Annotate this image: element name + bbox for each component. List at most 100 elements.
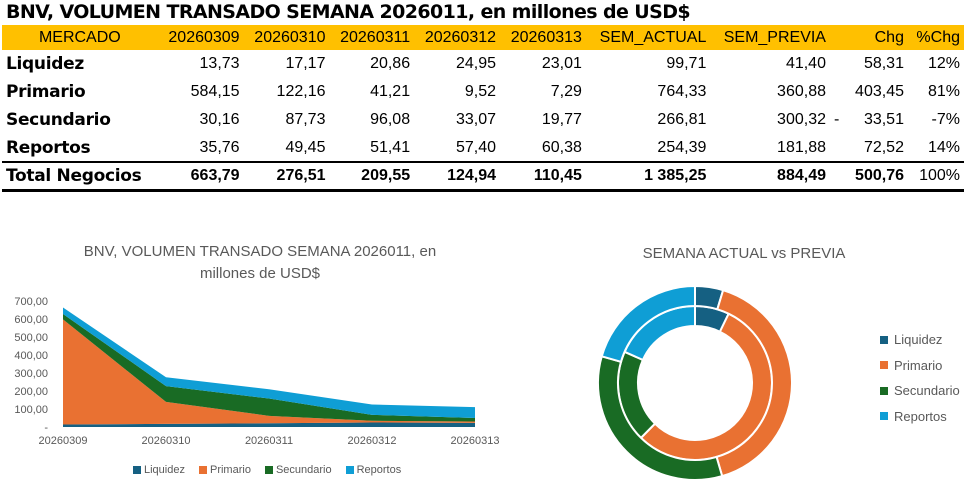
cell-chg: - 33,51	[830, 106, 908, 134]
cell-value: 57,40	[455, 138, 497, 156]
legend-swatch	[880, 335, 888, 344]
cell-chg: 403,45	[830, 78, 908, 106]
area-series-liquidez	[63, 422, 475, 427]
cell-value: 35,76	[199, 138, 240, 156]
cell-chg: 72,52	[830, 134, 908, 162]
legend-item-liquidez: Liquidez	[880, 327, 960, 353]
cell-value: 41,21	[370, 83, 411, 100]
chg-value: 72,52	[863, 138, 904, 156]
cell-value: 584,15	[190, 83, 240, 100]
cell-pct: 81%	[927, 83, 960, 100]
y-tick-label: 100,00	[14, 404, 48, 416]
donut-slice-sem_previa-reportos	[600, 284, 696, 364]
y-tick-label: 500,00	[14, 332, 48, 344]
legend-label: Liquidez	[144, 464, 185, 476]
legend-swatch	[880, 361, 888, 370]
col-header: 20260310	[243, 25, 330, 50]
cell-value: 209,55	[329, 161, 415, 192]
col-header: %Chg	[907, 25, 964, 50]
cell-pct: 100%	[907, 161, 964, 192]
legend-swatch	[133, 466, 141, 474]
legend-label: Secundario	[275, 464, 332, 476]
report-title: BNV, VOLUMEN TRANSADO SEMANA 2026011, en…	[6, 1, 691, 23]
cell-pct: 12%	[927, 55, 960, 72]
donut-chart	[597, 284, 793, 481]
cell-value: 17,17	[285, 55, 326, 72]
y-tick-label: -	[44, 422, 48, 434]
area-series-primario	[63, 319, 475, 425]
chg-value: 500,76	[855, 166, 904, 184]
y-tick-label: 700,00	[14, 296, 48, 308]
cell-value: 20,86	[370, 55, 411, 72]
area-chart-title: BNV, VOLUMEN TRANSADO SEMANA 2026011, en…	[83, 243, 437, 282]
row-label: Reportos	[6, 137, 91, 158]
row-label: Secundario	[6, 110, 111, 130]
cell-value: 7,29	[550, 83, 582, 100]
cell-value: 60,38	[541, 138, 582, 156]
legend-label: Primario	[209, 464, 251, 476]
y-tick-label: 200,00	[14, 386, 48, 398]
legend-swatch	[880, 412, 888, 421]
legend-item-secundario: Secundario	[880, 378, 960, 404]
col-header: Chg	[829, 25, 908, 50]
cell-value: 254,39	[657, 138, 707, 156]
chg-sign: -	[833, 111, 840, 128]
donut-chart-legend: Liquidez Primario Secundario Reportos	[880, 327, 960, 429]
col-header: 20260312	[414, 25, 501, 50]
legend-swatch	[345, 466, 354, 474]
table-row: Reportos 35,76 49,45 51,41 57,40 60,38 254,39 1…	[2, 134, 964, 162]
legend-swatch	[264, 466, 273, 474]
col-header: 20260309	[157, 25, 244, 50]
legend-item-secundario: Secundario	[264, 464, 332, 476]
cell-value: 124,94	[414, 161, 501, 192]
area-chart-legend: Liquidez Primario Secundario Reportos	[133, 464, 401, 476]
legend-label: Reportos	[894, 408, 947, 424]
cell-value: 51,41	[370, 138, 411, 156]
cell-value: 41,40	[785, 55, 826, 72]
donut-slice-sem_previa-secundario	[597, 355, 724, 481]
cell-value: 663,79	[157, 161, 244, 192]
x-tick-label: 20260311	[245, 435, 293, 447]
col-header: 20260311	[329, 25, 415, 50]
y-tick-label: 600,00	[14, 314, 48, 326]
row-label: Total Negocios	[2, 161, 158, 192]
cell-value: 99,71	[666, 55, 707, 72]
cell-value: 764,33	[657, 83, 707, 100]
col-header: MERCADO	[2, 25, 158, 50]
cell-value: 96,08	[370, 111, 411, 128]
cell-value: 49,45	[285, 138, 326, 156]
legend-swatch	[880, 386, 888, 395]
col-header: 20260313	[500, 25, 586, 50]
x-tick-label: 20260312	[348, 435, 397, 447]
cell-value: 122,16	[276, 83, 326, 100]
chg-value: 403,45	[855, 83, 904, 100]
cell-value: 181,88	[777, 138, 826, 156]
total-row: Total Negocios 663,79 276,51 209,55 124,94 11…	[2, 161, 964, 192]
cell-value: 33,07	[455, 111, 497, 128]
volume-table: MERCADO 20260309 20260310 20260311 20260…	[2, 25, 964, 192]
x-tick-label: 20260313	[451, 435, 500, 447]
cell-value: 300,32	[777, 111, 826, 128]
legend-label: Primario	[894, 357, 943, 373]
cell-value: 276,51	[243, 161, 330, 192]
legend-item-primario: Primario	[880, 353, 960, 379]
legend-item-reportos: Reportos	[345, 464, 401, 476]
x-tick-label: 20260310	[142, 435, 191, 447]
legend-item-reportos: Reportos	[880, 404, 960, 430]
area-series-reportos	[63, 307, 475, 418]
table-row: Liquidez 13,73 17,17 20,86 24,95 23,01 99,71 41…	[2, 50, 964, 78]
row-label: Liquidez	[6, 54, 84, 74]
cell-value: 24,95	[455, 55, 497, 72]
donut-chart-title: SEMANA ACTUAL vs PREVIA	[642, 245, 846, 262]
area-series-secundario	[63, 313, 475, 422]
col-header: SEM_PREVIA	[710, 25, 830, 50]
cell-value: 884,49	[710, 161, 830, 192]
cell-chg: 58,31	[830, 50, 908, 78]
cell-value: 1 385,25	[585, 161, 711, 192]
chg-value: 33,51	[863, 111, 904, 128]
table-row: Primario 584,15 122,16 41,21 9,52 7,29 764,33 3…	[2, 78, 964, 106]
legend-swatch	[198, 466, 207, 474]
col-header: SEM_ACTUAL	[585, 25, 711, 50]
y-tick-label: 300,00	[14, 368, 48, 380]
cell-value: 13,73	[199, 55, 240, 72]
